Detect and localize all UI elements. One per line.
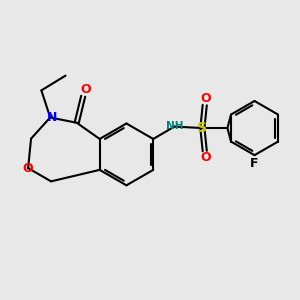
Text: O: O bbox=[200, 92, 211, 105]
Text: S: S bbox=[197, 121, 207, 135]
Text: F: F bbox=[250, 157, 259, 170]
Text: O: O bbox=[80, 83, 91, 96]
Text: O: O bbox=[23, 162, 33, 175]
Text: NH: NH bbox=[166, 121, 183, 131]
Text: N: N bbox=[46, 111, 57, 124]
Text: O: O bbox=[200, 151, 211, 164]
